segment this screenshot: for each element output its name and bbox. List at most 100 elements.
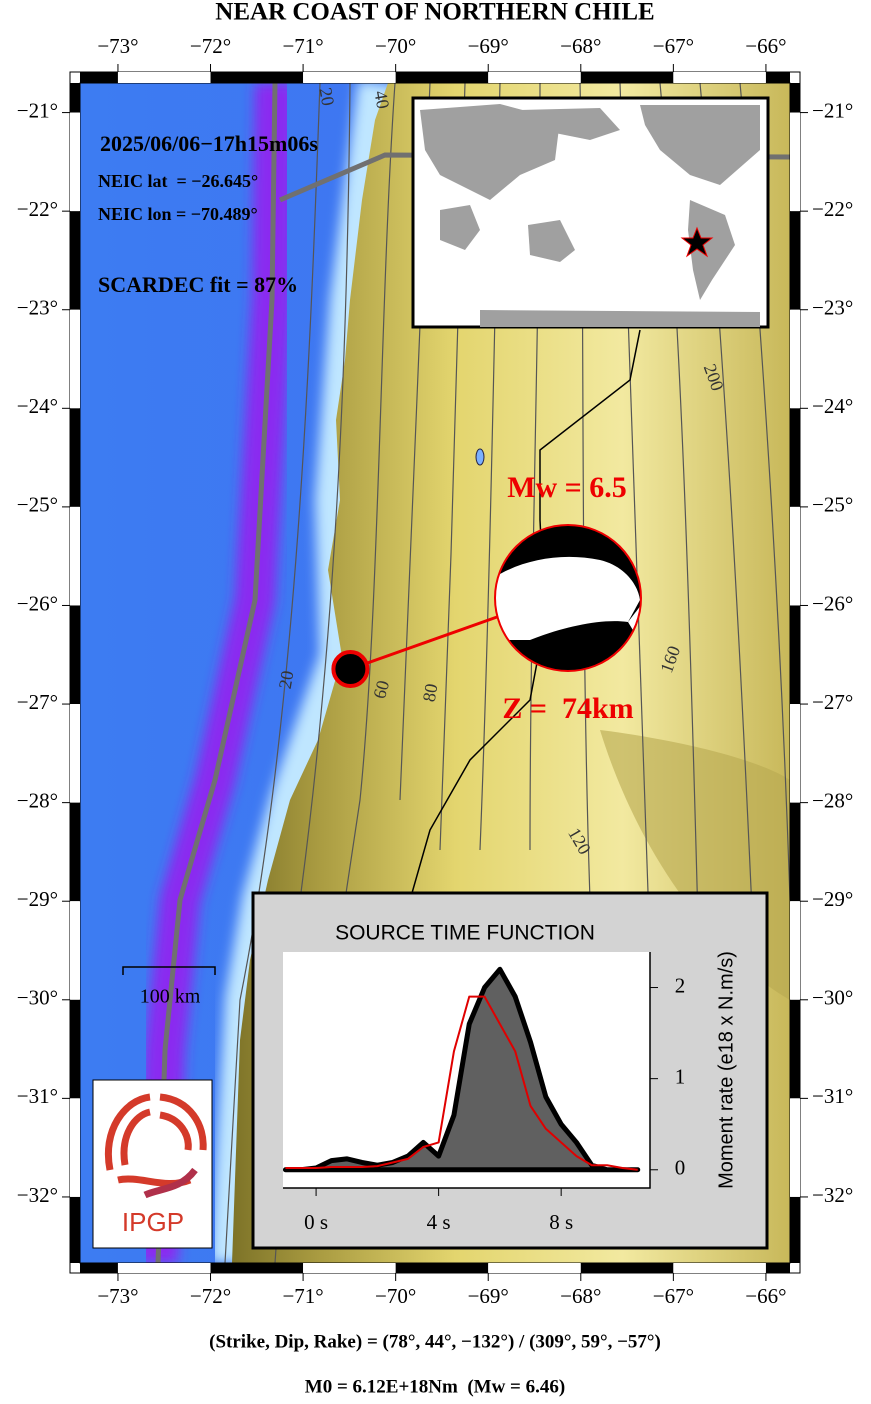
lon-tick-label: −66°: [745, 1284, 786, 1308]
frame-band: [303, 72, 396, 83]
lat-tick-label: −32°: [17, 1183, 58, 1207]
event-date: 2025/06/06−17h15m06s: [100, 131, 318, 156]
contour-label: 80: [419, 682, 442, 703]
lat-tick-label: −26°: [17, 591, 58, 615]
logo-text: IPGP: [122, 1207, 184, 1237]
lon-tick-label: −71°: [282, 34, 323, 58]
lat-tick-label: −27°: [812, 690, 853, 714]
event-lon: NEIC lon = −70.489°: [98, 204, 258, 224]
lon-tick-label: −72°: [190, 34, 231, 58]
frame-band: [395, 1263, 489, 1273]
stf-ylabel: Moment rate (e18 x N.m/s): [715, 951, 737, 1189]
frame-band: [70, 83, 80, 113]
frame-band: [790, 605, 800, 705]
frame-band: [580, 72, 674, 83]
event-info: 2025/06/06−17h15m06s NEIC lat = −26.645°…: [98, 131, 318, 297]
frame-band: [790, 309, 800, 409]
lon-tick-label: −71°: [282, 1284, 323, 1308]
stf-x-tick-label: 0 s: [304, 1210, 328, 1234]
lat-tick-label: −28°: [812, 788, 853, 812]
frame-band: [303, 1263, 396, 1273]
frame-band: [210, 72, 304, 83]
lat-tick-label: −25°: [17, 493, 58, 517]
lat-tick-label: −21°: [812, 98, 853, 122]
lat-tick-label: −31°: [812, 1084, 853, 1108]
lat-tick-label: −26°: [812, 591, 853, 615]
frame-band: [70, 506, 80, 606]
frame-band: [70, 211, 80, 310]
stf-x-tick-label: 8 s: [549, 1210, 573, 1234]
frame-band: [117, 1263, 211, 1273]
frame-band: [70, 309, 80, 409]
lon-tick-label: −68°: [560, 34, 601, 58]
lon-tick-label: −67°: [653, 1284, 694, 1308]
stf-y-tick-label: 1: [675, 1064, 686, 1088]
lon-tick-label: −70°: [375, 1284, 416, 1308]
lon-tick-label: −73°: [97, 34, 138, 58]
frame-band: [790, 1196, 800, 1263]
lat-tick-label: −27°: [17, 690, 58, 714]
lat-tick-label: −30°: [812, 986, 853, 1010]
map-frame: −73° −73° −72° −72° −71° −71° −70° −70° −69° −69°…: [17, 34, 854, 1308]
contour-label: 20: [275, 669, 298, 690]
frame-band: [790, 408, 800, 507]
frame-band: [765, 1263, 790, 1273]
frame-band: [70, 408, 80, 507]
frame-band: [790, 112, 800, 212]
event-lat: NEIC lat = −26.645°: [98, 171, 258, 191]
stf-y-tick-label: 0: [675, 1156, 686, 1180]
lon-tick-label: −73°: [97, 1284, 138, 1308]
frame-band: [70, 1196, 80, 1263]
contour-label: 40: [370, 89, 393, 110]
moment: M0 = 6.12E+18Nm (Mw = 6.46): [305, 1376, 565, 1397]
frame-band: [70, 901, 80, 1000]
lon-tick-label: −67°: [653, 34, 694, 58]
scale-label: 100 km: [140, 986, 201, 1008]
lat-tick-label: −23°: [812, 296, 853, 320]
frame-band: [765, 72, 790, 83]
frame-band: [790, 83, 800, 113]
lat-tick-label: −24°: [17, 394, 58, 418]
lat-tick-label: −32°: [812, 1183, 853, 1207]
contour-label: 20: [315, 86, 338, 107]
frame-band: [70, 605, 80, 705]
epicenter: [331, 650, 370, 689]
frame-band: [395, 72, 489, 83]
magnitude-label: Mw = 6.5: [507, 471, 627, 504]
epicenter-link: [349, 615, 498, 671]
frame-band: [488, 1263, 581, 1273]
frame-band: [790, 1098, 800, 1197]
stf-inset: SOURCE TIME FUNCTION Moment rate (e18 x …: [251, 891, 769, 1250]
stf-x-tick-label: 4 s: [427, 1210, 451, 1234]
beachball: [494, 524, 642, 672]
lon-tick-label: −68°: [560, 1284, 601, 1308]
stf-y-tick-label: 2: [675, 973, 686, 997]
frame-band: [117, 72, 211, 83]
frame-band: [80, 1263, 118, 1273]
frame-band: [790, 901, 800, 1000]
lon-tick-label: −69°: [468, 34, 509, 58]
frame-band: [70, 704, 80, 803]
stf-title: SOURCE TIME FUNCTION: [335, 922, 595, 945]
frame-band: [790, 999, 800, 1099]
lat-tick-label: −28°: [17, 788, 58, 812]
lat-tick-label: −24°: [812, 394, 853, 418]
frame-band: [70, 802, 80, 902]
frame-band: [70, 999, 80, 1099]
lat-tick-label: −22°: [17, 197, 58, 221]
frame-band: [488, 72, 581, 83]
frame-band: [70, 112, 80, 212]
frame-band: [580, 1263, 674, 1273]
lon-tick-label: −66°: [745, 34, 786, 58]
frame-band: [673, 1263, 766, 1273]
frame-band: [790, 211, 800, 310]
frame-band: [790, 506, 800, 606]
logo: IPGP: [92, 1079, 213, 1249]
lat-tick-label: −29°: [17, 887, 58, 911]
lat-tick-label: −23°: [17, 296, 58, 320]
frame-band: [210, 1263, 304, 1273]
frame-band: [790, 704, 800, 803]
scardec-fit: SCARDEC fit = 87%: [98, 272, 298, 297]
